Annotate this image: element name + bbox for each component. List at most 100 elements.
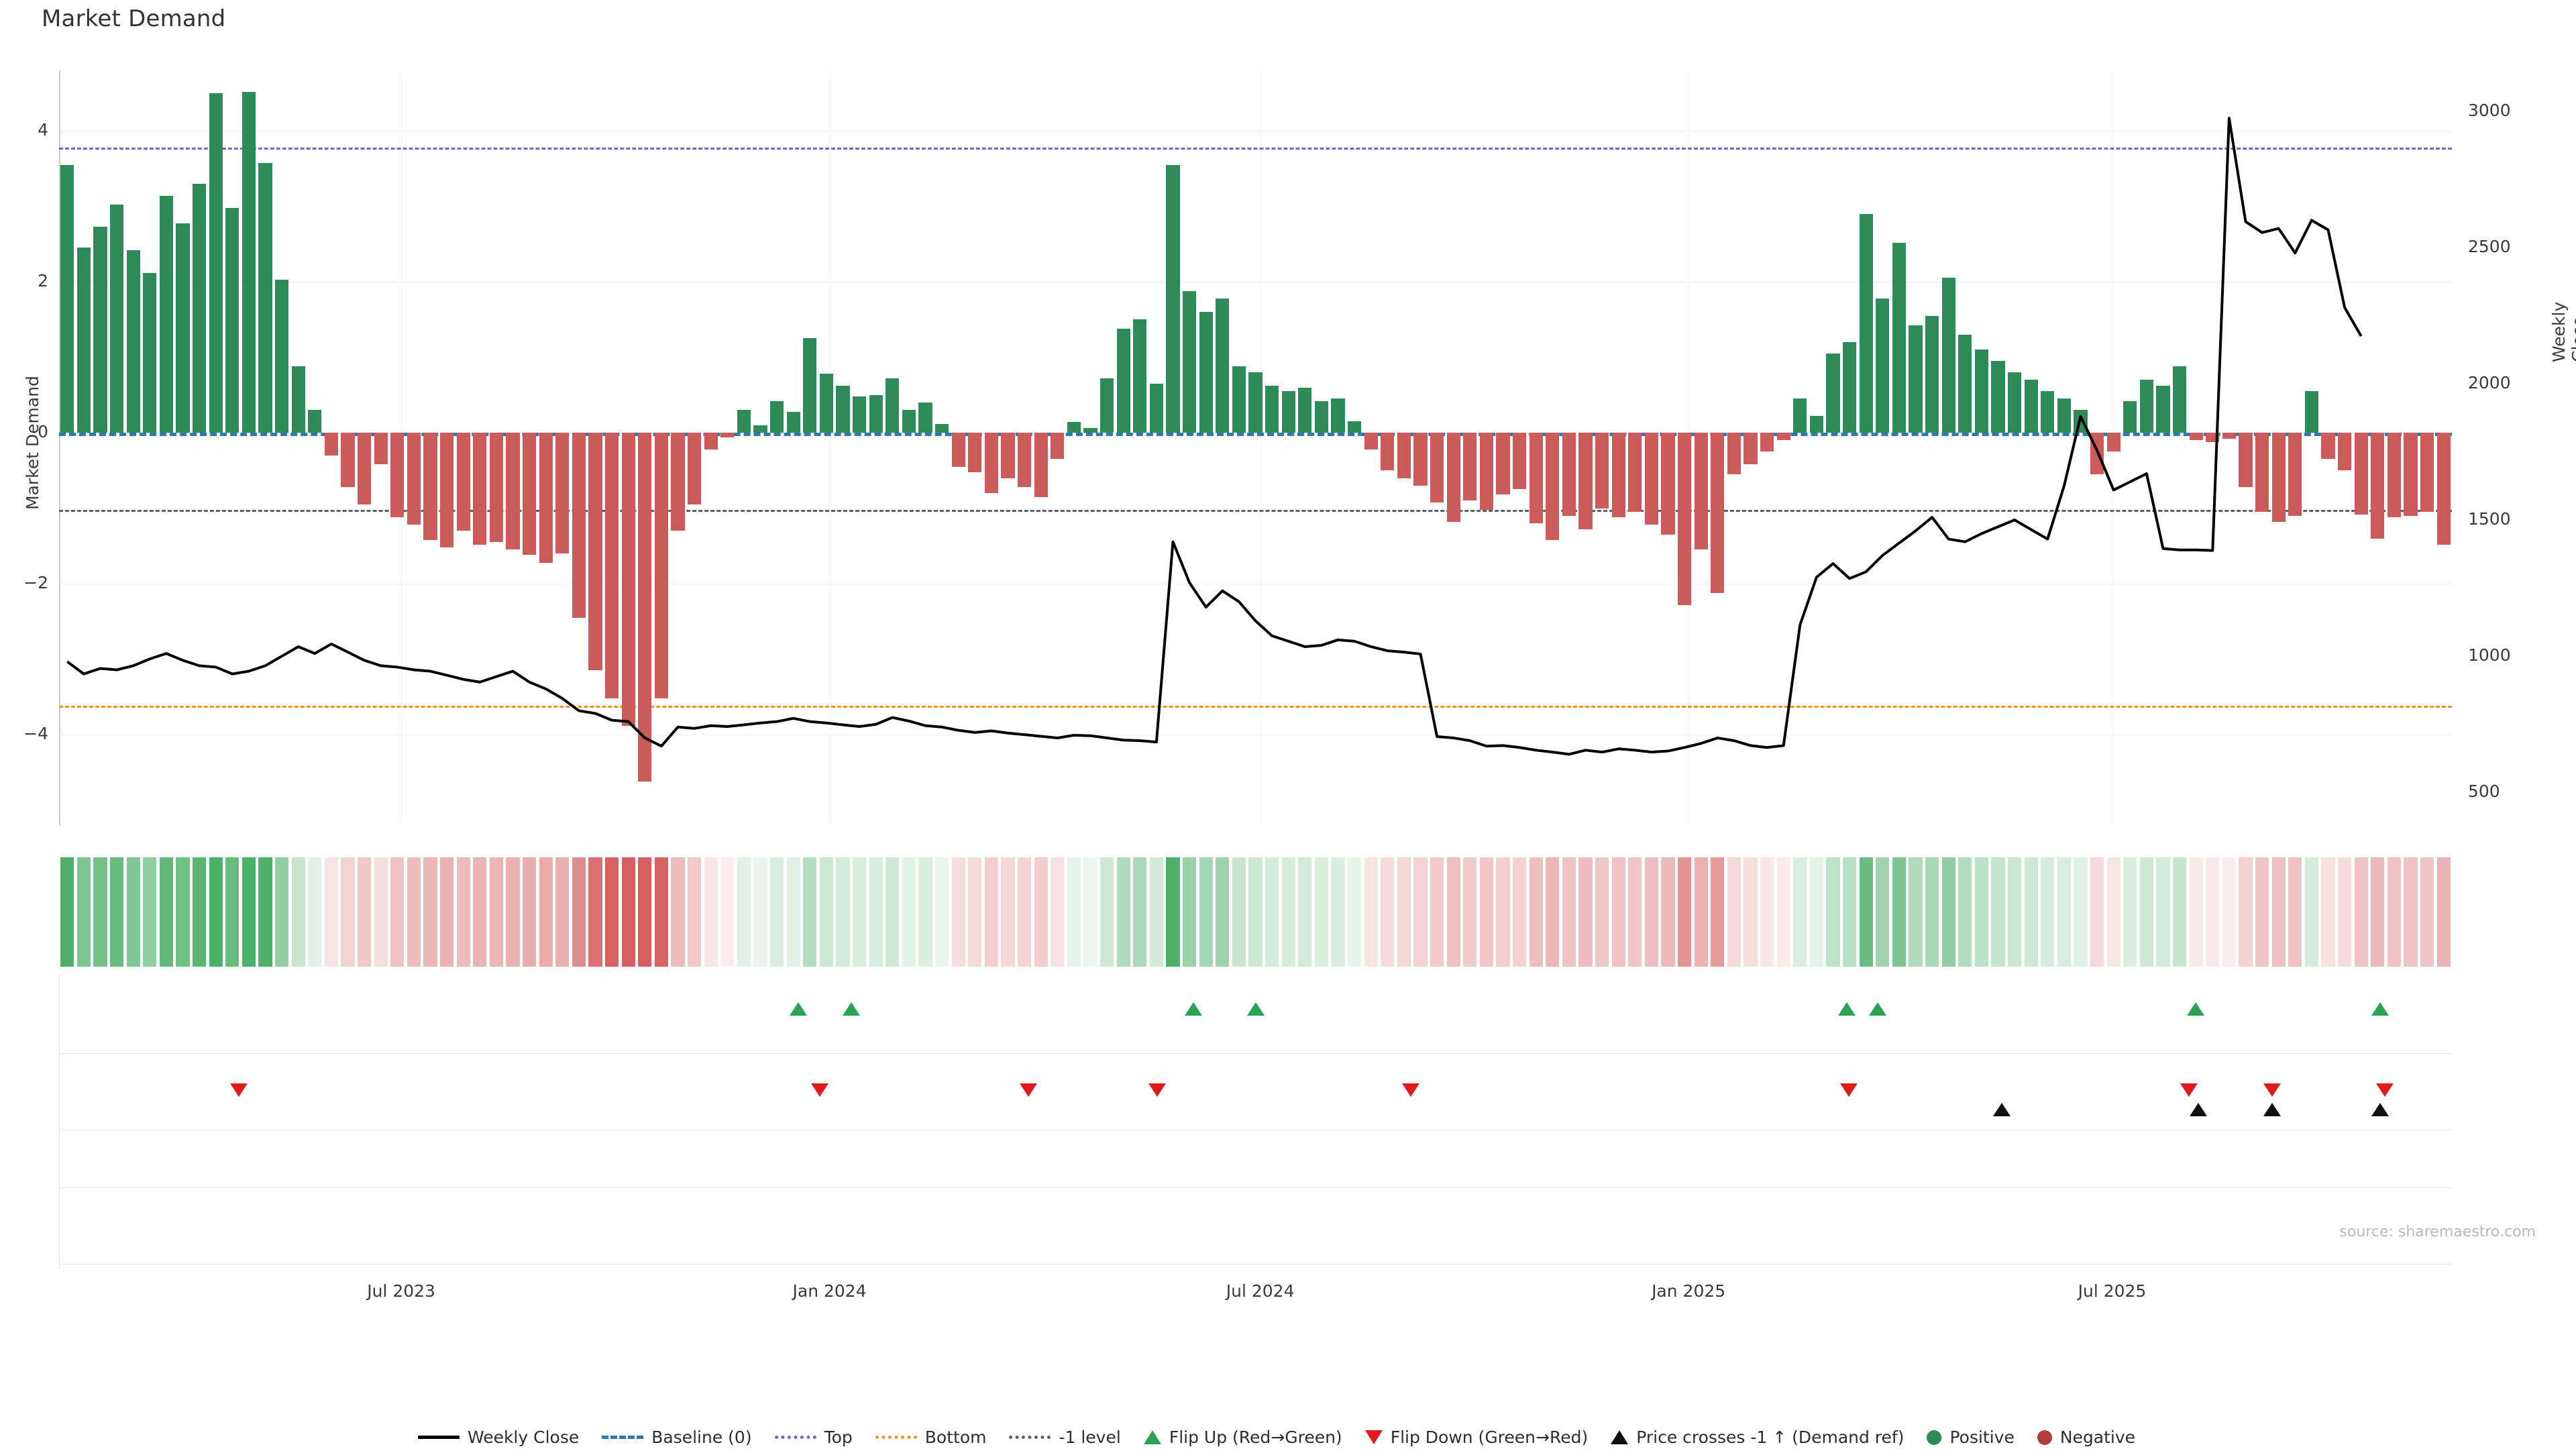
heatmap-cell [1051, 857, 1065, 967]
legend-item-label: Price crosses -1 ↑ (Demand ref) [1636, 1428, 1904, 1447]
heatmap-cell [1727, 857, 1741, 967]
heatmap-cell [1314, 857, 1328, 967]
heatmap-cell [1331, 857, 1345, 967]
legend-item-label: Top [824, 1428, 853, 1447]
legend-item[interactable]: Flip Up (Red→Green) [1143, 1428, 1342, 1447]
heatmap-cell [407, 857, 421, 967]
legend-item[interactable]: Flip Down (Green→Red) [1364, 1428, 1588, 1447]
heatmap-cell [258, 857, 272, 967]
demand-bar [60, 164, 74, 433]
legend-item-label: Flip Up (Red→Green) [1169, 1428, 1342, 1447]
demand-bar [1100, 378, 1114, 433]
demand-bar [473, 433, 487, 545]
demand-bar [968, 433, 982, 472]
demand-bar [258, 163, 272, 433]
legend-item[interactable]: Baseline (0) [602, 1428, 752, 1447]
heatmap-cell [1166, 857, 1180, 967]
heatmap-cell [1578, 857, 1593, 967]
demand-bar [1314, 400, 1328, 433]
x-tick-label: Jan 2024 [792, 1281, 867, 1301]
heatmap-cell [390, 857, 405, 967]
flip-down-marker [1402, 1083, 1420, 1097]
main-chart-plot-area [59, 70, 2452, 825]
demand-bar [2139, 380, 2153, 433]
demand-bar [853, 396, 867, 433]
demand-bar [2304, 391, 2318, 433]
demand-bar [1298, 387, 1312, 433]
legend-item-label: Bottom [924, 1428, 987, 1447]
y-tick-label: −4 [23, 724, 48, 743]
demand-bar [605, 433, 619, 698]
heatmap-cell [671, 857, 685, 967]
demand-bar [2387, 433, 2401, 517]
demand-bar [2404, 433, 2418, 516]
legend-item[interactable]: Top [774, 1428, 853, 1447]
demand-bar [1034, 433, 1048, 497]
demand-bar [1116, 328, 1130, 433]
heatmap-cell [275, 857, 289, 967]
legend-item[interactable]: Positive [1927, 1428, 2015, 1447]
demand-bar [621, 433, 635, 726]
heatmap-cell [1974, 857, 1988, 967]
heatmap-cell [2255, 857, 2269, 967]
x-tick-label: Jan 2025 [1652, 1281, 1726, 1301]
page-title: Market Demand [42, 5, 226, 32]
flip-up-marker [1868, 1002, 1886, 1016]
demand-bar [193, 183, 207, 433]
legend-item[interactable]: Weekly Close [417, 1428, 579, 1447]
weekly-close-path [66, 117, 2363, 756]
heatmap-cell [2008, 857, 2022, 967]
demand-bar [720, 433, 735, 437]
legend-item[interactable]: Bottom [875, 1428, 987, 1447]
heatmap-cell [241, 857, 256, 967]
heatmap-cell [176, 857, 190, 967]
demand-bar [588, 433, 602, 671]
demand-bar [1991, 361, 2005, 433]
heatmap-cell [1661, 857, 1675, 967]
y-axis-spine [59, 70, 60, 825]
demand-bar [1644, 433, 1658, 525]
source-note: source: sharemaestro.com [2339, 1224, 2536, 1240]
heatmap-cell [1216, 857, 1230, 967]
heatmap-cell [2222, 857, 2236, 967]
legend-item[interactable]: Price crosses -1 ↑ (Demand ref) [1611, 1428, 1904, 1447]
reference-line-1-level [59, 509, 2452, 512]
legend-dotted-line-icon [774, 1436, 816, 1439]
demand-bar [523, 433, 537, 555]
demand-bar [76, 248, 91, 433]
demand-bar [1479, 433, 1493, 510]
legend-dotted-line-icon [875, 1436, 917, 1439]
heatmap-cell [1644, 857, 1658, 967]
marker-gridline [59, 1264, 2452, 1265]
demand-bar [1562, 433, 1576, 516]
demand-bar [819, 374, 833, 433]
heatmap-cell [110, 857, 124, 967]
legend-item[interactable]: -1 level [1009, 1428, 1121, 1447]
demand-bar [1199, 312, 1213, 433]
y2-tick-label: 3000 [2468, 100, 2511, 120]
demand-bar [1694, 433, 1708, 550]
heatmap-cell [2057, 857, 2071, 967]
demand-bar [308, 410, 322, 433]
flip-up-marker [1184, 1002, 1202, 1016]
demand-bar [2271, 433, 2286, 522]
demand-bar [885, 378, 900, 433]
legend-item[interactable]: Negative [2037, 1428, 2135, 1447]
demand-bar [1628, 433, 1642, 513]
demand-bar [1776, 433, 1790, 441]
y2-axis-label: Weekly Close Price [2549, 301, 2576, 362]
y2-tick-label: 2500 [2468, 236, 2511, 256]
heatmap-cell [1678, 857, 1692, 967]
heatmap-cell [341, 857, 355, 967]
heatmap-cell [2420, 857, 2434, 967]
demand-bar [1413, 433, 1428, 486]
heatmap-cell [1909, 857, 1923, 967]
heatmap-cell [539, 857, 553, 967]
heatmap-cell [2436, 857, 2451, 967]
demand-bar [1446, 433, 1460, 522]
legend-triangle-down-icon [1364, 1430, 1383, 1444]
demand-bar [2239, 433, 2253, 487]
demand-bar [1760, 433, 1774, 452]
heatmap-cell [819, 857, 833, 967]
demand-bar [1958, 334, 1972, 433]
